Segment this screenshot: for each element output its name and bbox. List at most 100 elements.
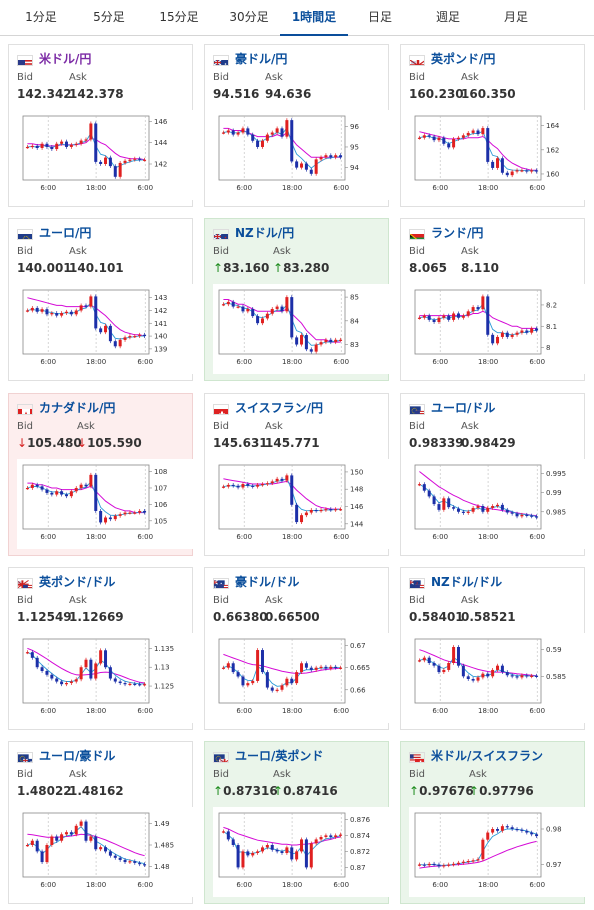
pair-name-link[interactable]: ユーロ/英ポンド bbox=[235, 749, 324, 763]
candle-body bbox=[309, 667, 313, 670]
candle-body bbox=[25, 487, 29, 490]
candle-body bbox=[510, 827, 514, 829]
mini-chart[interactable]: 0.59 0.585 6:00 18:00 6:00 bbox=[409, 633, 587, 723]
plot-frame bbox=[22, 289, 150, 355]
rate-card[interactable]: NZドル/ドル Bid Ask 0.58401 0.58521 0.59 0.585 6:00… bbox=[400, 567, 587, 730]
pair-name-link[interactable]: 米ドル/スイスフラン bbox=[431, 749, 544, 763]
rate-card[interactable]: ユーロ/英ポンド Bid Ask ↑0.87316 ↑0.87416 0.876 0.874… bbox=[204, 741, 391, 904]
pair-name-link[interactable]: ランド/円 bbox=[431, 226, 484, 240]
y-tick-label: 144 bbox=[350, 520, 364, 528]
tab-monthly[interactable]: 月足 bbox=[503, 10, 528, 24]
bid-value: ↑0.87316 bbox=[213, 784, 278, 798]
pair-name-link[interactable]: NZドル/円 bbox=[235, 226, 295, 240]
candle-body bbox=[314, 509, 318, 512]
candle-body bbox=[525, 830, 529, 833]
candle-body bbox=[94, 296, 98, 329]
ask-label: Ask bbox=[461, 421, 479, 432]
mini-chart[interactable]: 143 142 141 140 139 6:00 18:00 6:00 bbox=[17, 284, 195, 374]
candle-body bbox=[285, 678, 289, 686]
mini-chart[interactable]: 0.876 0.874 0.872 0.87 6:00 18:00 6:00 bbox=[213, 807, 391, 897]
y-tick-label: 0.876 bbox=[350, 816, 371, 824]
y-tick-label: 0.59 bbox=[546, 646, 562, 654]
rate-card[interactable]: スイスフラン/円 Bid Ask 145.631 145.771 150 148 146 144… bbox=[204, 393, 391, 556]
ma-line bbox=[419, 649, 537, 677]
rate-card[interactable]: ユーロ/円 Bid Ask 140.001 140.101 143 142 141 140 139… bbox=[8, 218, 195, 381]
ask-value: 145.771 bbox=[265, 436, 320, 450]
mini-chart[interactable]: 164 162 160 6:00 18:00 6:00 bbox=[409, 110, 587, 200]
ask-price: 0.87416 bbox=[283, 784, 338, 798]
mini-chart[interactable]: 8.2 8.1 8 6:00 18:00 6:00 bbox=[409, 284, 587, 374]
candle-body bbox=[143, 684, 147, 686]
ask-price: 94.636 bbox=[265, 87, 312, 101]
mini-chart[interactable]: 0.98 0.97 6:00 18:00 6:00 bbox=[409, 807, 587, 897]
candle-body bbox=[476, 506, 480, 508]
tab-15min[interactable]: 15分足 bbox=[159, 10, 199, 24]
candle-body bbox=[329, 835, 333, 837]
bid-value: ↑83.160 bbox=[213, 261, 269, 275]
rate-card[interactable]: 豪ドル/円 Bid Ask 94.516 94.636 96 95 94 6:00 18:00 6:… bbox=[204, 44, 391, 207]
candle-body bbox=[226, 484, 230, 487]
down-arrow-icon: ↓ bbox=[17, 436, 28, 450]
mini-chart[interactable]: 0.67 0.665 0.66 6:00 18:00 6:00 bbox=[213, 633, 391, 723]
candle-body bbox=[285, 297, 289, 312]
tab-1hour[interactable]: 1時間足 bbox=[280, 0, 348, 36]
pair-name-link[interactable]: 英ポンド/円 bbox=[431, 52, 496, 66]
pair-name-link[interactable]: 英ポンド/ドル bbox=[39, 575, 116, 589]
rate-card[interactable]: 米ドル/円 Bid Ask 142.342 142.378 146 144 142 6:00 18… bbox=[8, 44, 195, 207]
mini-chart[interactable]: 96 95 94 6:00 18:00 6:00 bbox=[213, 110, 391, 200]
ask-price: 105.590 bbox=[87, 436, 142, 450]
candle-body bbox=[300, 335, 304, 345]
candle-body bbox=[60, 491, 64, 495]
y-tick-label: 139 bbox=[154, 345, 167, 353]
candle-body bbox=[447, 498, 451, 508]
rate-card[interactable]: 米ドル/スイスフラン Bid Ask ↑0.97676 ↑0.97796 0.98 0.97… bbox=[400, 741, 587, 904]
x-tick-label: 18:00 bbox=[86, 358, 106, 366]
tab-1min[interactable]: 1分足 bbox=[25, 10, 57, 24]
candle-body bbox=[535, 170, 539, 172]
pair-name-link[interactable]: NZドル/ドル bbox=[431, 575, 503, 589]
rate-card[interactable]: 英ポンド/ドル Bid Ask 1.12549 1.12669 1.135 1.13 1.12… bbox=[8, 567, 195, 730]
x-tick-label: 6:00 bbox=[236, 533, 252, 541]
mini-chart[interactable]: 0.995 0.99 0.985 6:00 18:00 6:00 bbox=[409, 459, 587, 549]
candle-body bbox=[256, 316, 260, 324]
rate-card[interactable]: NZドル/円 Bid Ask ↑83.160 ↑83.280 85 84 83 6:00 18:0… bbox=[204, 218, 391, 381]
mini-chart[interactable]: 1.135 1.13 1.125 6:00 18:00 6:00 bbox=[17, 633, 195, 723]
candle-body bbox=[55, 836, 59, 841]
pair-name-link[interactable]: 豪ドル/ドル bbox=[235, 575, 300, 589]
y-tick-label: 106 bbox=[154, 501, 168, 509]
rate-card[interactable]: カナダドル/円 Bid Ask ↓105.480 ↓105.590 108 107 106 10… bbox=[8, 393, 195, 556]
candle-body bbox=[530, 170, 534, 172]
mini-chart[interactable]: 150 148 146 144 6:00 18:00 6:00 bbox=[213, 459, 391, 549]
rate-card[interactable]: 英ポンド/円 Bid Ask 160.230 160.350 164 162 160 6:00 1… bbox=[400, 44, 587, 207]
mini-chart[interactable]: 85 84 83 6:00 18:00 6:00 bbox=[213, 284, 391, 374]
y-tick-label: 8.2 bbox=[546, 301, 557, 309]
candle-body bbox=[515, 513, 519, 517]
tab-weekly[interactable]: 週足 bbox=[435, 10, 460, 24]
rate-card[interactable]: ユーロ/ドル Bid Ask 0.98339 0.98429 0.995 0.99 0.985… bbox=[400, 393, 587, 556]
pair-name-link[interactable]: スイスフラン/円 bbox=[235, 401, 324, 415]
pair-name-link[interactable]: カナダドル/円 bbox=[39, 401, 116, 415]
candle-body bbox=[456, 137, 460, 139]
pair-name-link[interactable]: ユーロ/円 bbox=[39, 226, 92, 240]
candle-body bbox=[452, 507, 456, 509]
rate-card[interactable]: 豪ドル/ドル Bid Ask 0.66380 0.66500 0.67 0.665 0.66 6… bbox=[204, 567, 391, 730]
pair-name-link[interactable]: ユーロ/ドル bbox=[431, 401, 496, 415]
x-tick-label: 18:00 bbox=[86, 707, 106, 715]
tab-5min[interactable]: 5分足 bbox=[93, 10, 125, 24]
pair-name-link[interactable]: ユーロ/豪ドル bbox=[39, 749, 116, 763]
pair-name-link[interactable]: 豪ドル/円 bbox=[235, 52, 288, 66]
bid-price: 0.98339 bbox=[409, 436, 464, 450]
candlestick-chart: 1.135 1.13 1.125 6:00 18:00 6:00 bbox=[22, 638, 174, 715]
candle-body bbox=[231, 484, 235, 487]
tab-30min[interactable]: 30分足 bbox=[229, 10, 269, 24]
mini-chart[interactable]: 108 107 106 105 6:00 18:00 6:00 bbox=[17, 459, 195, 549]
candle-body bbox=[290, 847, 294, 860]
ask-value: 1.48162 bbox=[69, 784, 124, 798]
rate-card[interactable]: ユーロ/豪ドル Bid Ask 1.48022 1.48162 1.49 1.485 1.48… bbox=[8, 741, 195, 904]
candle-body bbox=[520, 514, 524, 517]
mini-chart[interactable]: 146 144 142 6:00 18:00 6:00 bbox=[17, 110, 195, 200]
mini-chart[interactable]: 1.49 1.485 1.48 6:00 18:00 6:00 bbox=[17, 807, 195, 897]
tab-daily[interactable]: 日足 bbox=[367, 10, 392, 24]
pair-name-link[interactable]: 米ドル/円 bbox=[39, 52, 92, 66]
rate-card[interactable]: ランド/円 Bid Ask 8.065 8.110 8.2 8.1 8 6:00 18:00 6:0… bbox=[400, 218, 587, 381]
